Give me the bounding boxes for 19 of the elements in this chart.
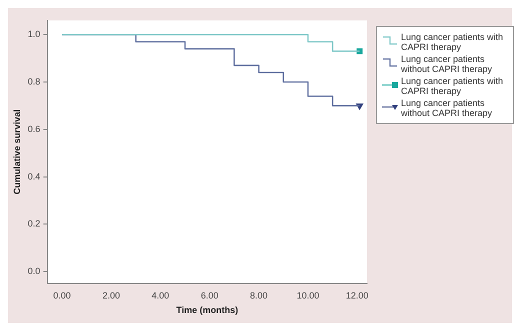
y-tick-label: 0.6 <box>28 124 40 134</box>
legend-label: Lung cancer patients without CAPRI therapy <box>401 54 494 74</box>
y-tick-label: 0.4 <box>28 171 40 182</box>
x-tick-label: 6.00 <box>200 290 218 300</box>
x-tick-label: 8.00 <box>250 290 268 300</box>
y-tick-label: 0.8 <box>28 76 40 86</box>
legend-label: Lung cancer patients without CAPRI therapy <box>401 98 494 118</box>
x-axis-title: Time (months) <box>176 305 238 316</box>
legend-label: Lung cancer patients with CAPRI therapy <box>401 32 504 52</box>
y-tick-label: 0.0 <box>28 266 40 276</box>
x-tick-label: 10.00 <box>296 290 320 300</box>
y-tick-label: 0.2 <box>28 218 40 229</box>
y-tick-label: 1.0 <box>28 29 40 40</box>
x-tick-label: 4.00 <box>152 290 170 300</box>
x-tick-label: 12.00 <box>346 290 368 300</box>
legend-label: Lung cancer patients with CAPRI therapy <box>401 76 504 96</box>
x-tick-label: 0.00 <box>53 290 71 300</box>
x-tick-label: 2.00 <box>102 290 120 300</box>
y-axis-title: Cumulative survival <box>12 109 22 194</box>
